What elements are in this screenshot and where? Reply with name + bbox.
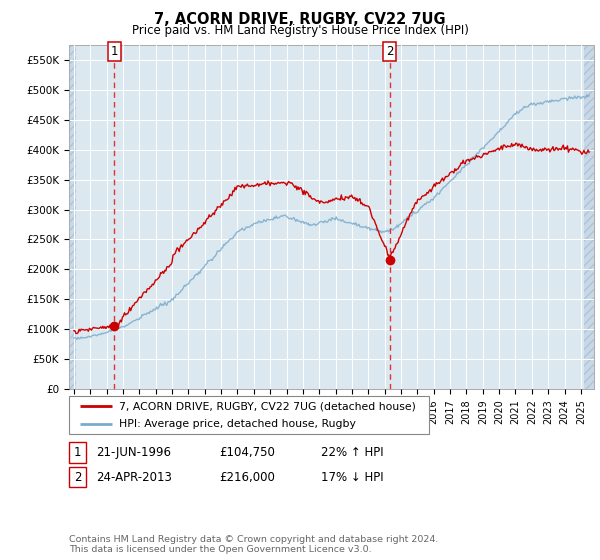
Text: 17% ↓ HPI: 17% ↓ HPI (321, 470, 383, 484)
FancyBboxPatch shape (69, 396, 429, 434)
Text: Contains HM Land Registry data © Crown copyright and database right 2024.
This d: Contains HM Land Registry data © Crown c… (69, 535, 439, 554)
Text: 7, ACORN DRIVE, RUGBY, CV22 7UG (detached house): 7, ACORN DRIVE, RUGBY, CV22 7UG (detache… (119, 401, 416, 411)
Text: 21-JUN-1996: 21-JUN-1996 (96, 446, 171, 459)
Text: £216,000: £216,000 (219, 470, 275, 484)
Text: 24-APR-2013: 24-APR-2013 (96, 470, 172, 484)
Bar (584, 45, 600, 389)
Bar (69, 45, 76, 389)
Text: £104,750: £104,750 (219, 446, 275, 459)
Text: 7, ACORN DRIVE, RUGBY, CV22 7UG: 7, ACORN DRIVE, RUGBY, CV22 7UG (154, 12, 446, 27)
Text: 22% ↑ HPI: 22% ↑ HPI (321, 446, 383, 459)
Text: Price paid vs. HM Land Registry's House Price Index (HPI): Price paid vs. HM Land Registry's House … (131, 24, 469, 37)
Text: HPI: Average price, detached house, Rugby: HPI: Average price, detached house, Rugb… (119, 419, 356, 429)
Text: 1: 1 (110, 45, 118, 58)
Text: 2: 2 (74, 470, 81, 484)
Text: 1: 1 (74, 446, 81, 459)
Text: 2: 2 (386, 45, 394, 58)
